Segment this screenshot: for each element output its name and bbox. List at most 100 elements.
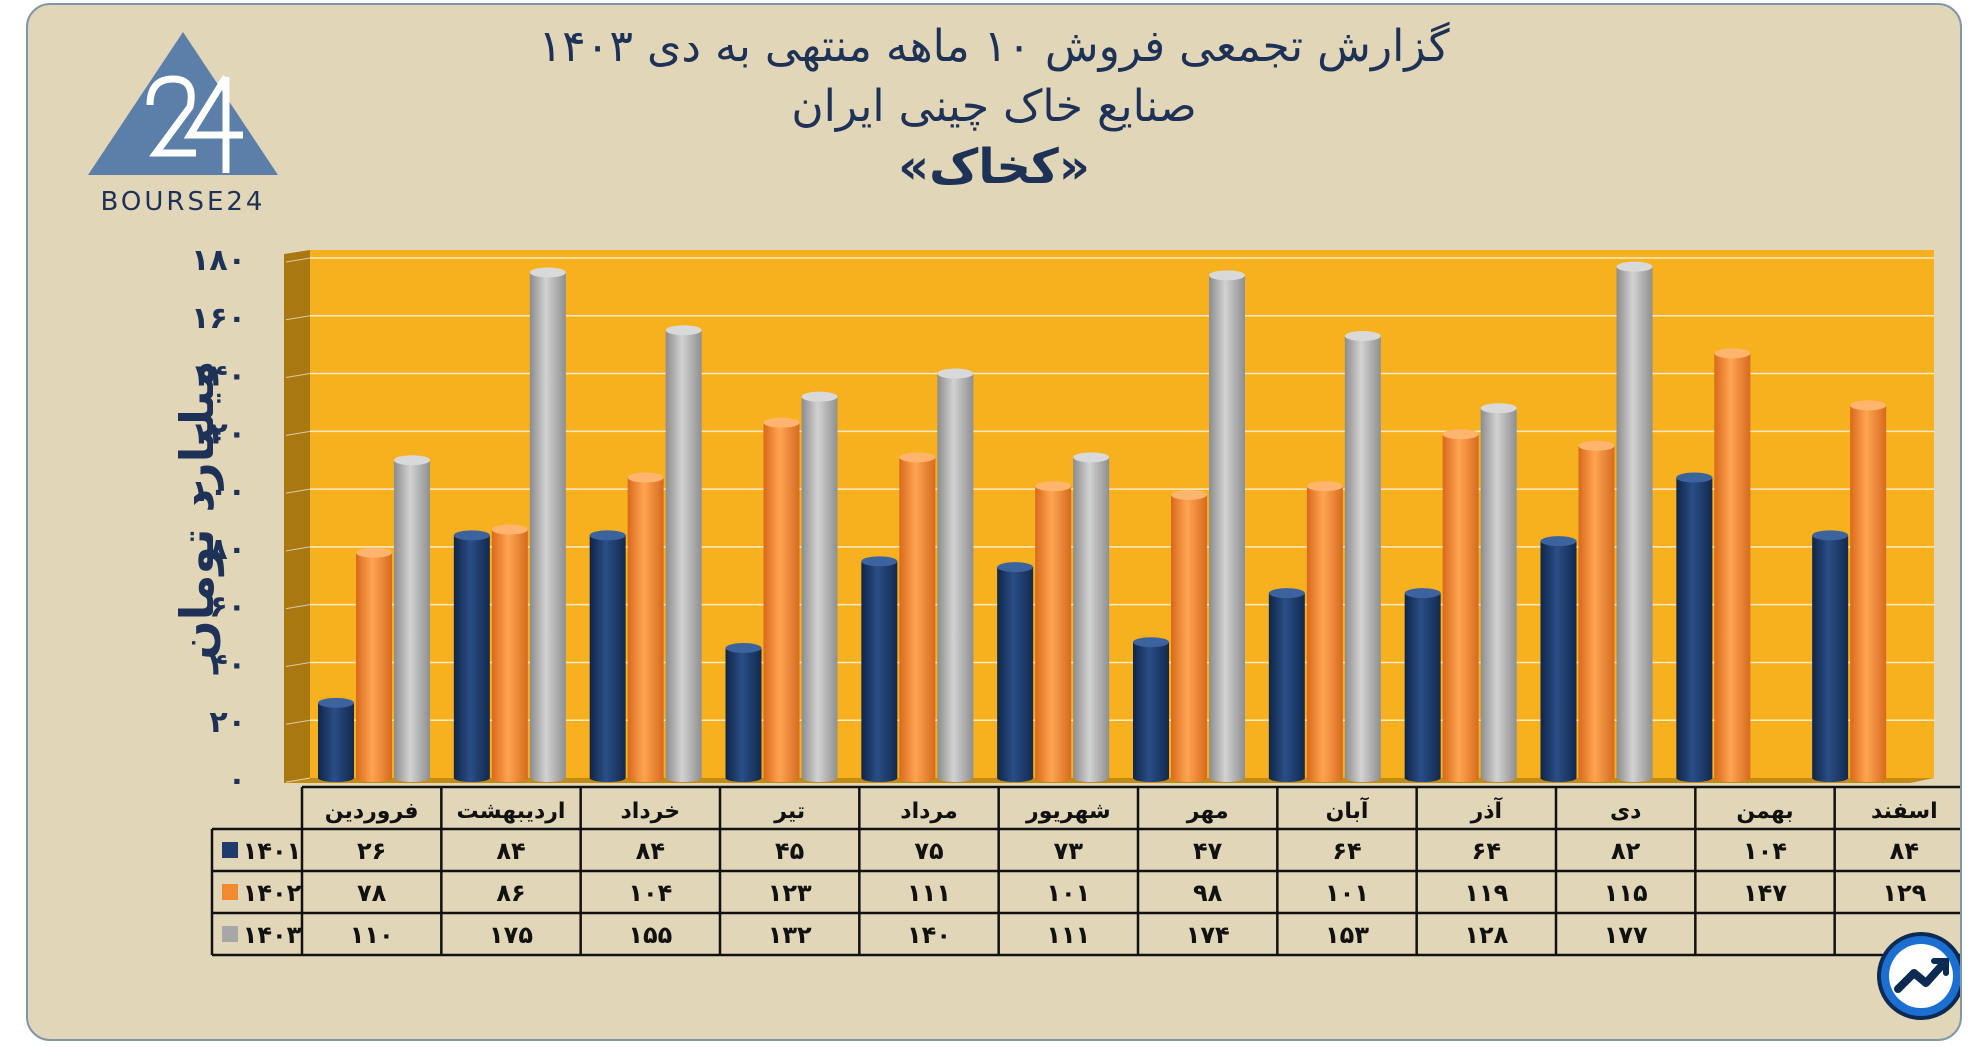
x-tick-label: اردیبهشت	[457, 799, 566, 824]
bar-۱۴۰۲-تیر	[763, 417, 800, 782]
gridline-side	[285, 661, 311, 667]
data-label: ۷۵	[914, 837, 943, 865]
logo-triangle-icon	[88, 32, 278, 175]
data-label: ۱۲۹	[1882, 879, 1926, 907]
x-tick-label: فروردین	[325, 799, 419, 824]
bar-۱۴۰۳-خرداد	[665, 325, 702, 782]
gridline-side	[285, 430, 311, 436]
bar-۱۴۰۱-شهریور	[997, 562, 1034, 782]
title-line-1: گزارش تجمعی فروش ۱۰ ماهه منتهی به دی ۱۴۰…	[538, 21, 1450, 72]
data-label: ۸۴	[496, 837, 525, 865]
data-label: ۱۳۲	[768, 921, 812, 949]
bar-۱۴۰۲-شهریور	[1035, 481, 1072, 782]
title-line-2: صنایع خاک چینی ایران	[791, 81, 1197, 132]
gridline-side	[285, 777, 311, 783]
data-label: ۱۱۹	[1464, 879, 1508, 907]
gridline-side	[285, 546, 311, 552]
data-label: ۶۴	[1332, 837, 1361, 865]
data-label: ۲۶	[357, 837, 386, 865]
bar-۱۴۰۳-مرداد	[937, 368, 974, 782]
data-label: ۸۴	[636, 837, 665, 865]
gridlines	[285, 257, 1934, 783]
data-label: ۷۳	[1054, 837, 1084, 865]
data-label: ۸۲	[1611, 837, 1641, 865]
data-label: ۱۰۱	[1046, 879, 1090, 907]
data-label: ۱۷۵	[489, 921, 533, 949]
data-label: ۱۲۳	[768, 879, 812, 907]
legend-entry: ۱۴۰۲	[243, 879, 302, 907]
trend-chart-icon[interactable]	[1876, 931, 1962, 1021]
x-tick-label: مرداد	[900, 799, 957, 824]
bar-۱۴۰۱-اردیبهشت	[453, 530, 490, 782]
data-label: ۱۷۴	[1186, 921, 1230, 949]
bar-۱۴۰۲-فروردین	[356, 547, 392, 782]
y-tick-label: ۱۰۰	[191, 474, 246, 509]
data-label: ۱۴۰	[907, 921, 951, 949]
bar-۱۴۰۱-دی	[1540, 536, 1577, 782]
x-tick-label: دی	[1610, 799, 1641, 824]
data-label: ۱۵۵	[628, 921, 672, 949]
bar-۱۴۰۳-اردیبهشت	[529, 267, 566, 782]
legend-swatch-۱۴۰۱	[222, 842, 238, 858]
bar-۱۴۰۱-فروردین	[318, 697, 354, 782]
bar-۱۴۰۲-اسفند	[1850, 400, 1887, 782]
x-tick-label: آذر	[1470, 796, 1503, 824]
data-label: ۱۰۴	[1743, 837, 1787, 865]
gridline-side	[285, 488, 311, 494]
bar-۱۴۰۱-تیر	[725, 643, 762, 782]
chart-canvas: ۰ ۲۰ ۴۰ ۶۰ ۸۰ ۱۰۰ ۱۲۰ ۱۴۰ ۱۶۰ ۱۸۰ میلیارد تومان ف…	[170, 243, 1960, 957]
legend-entry: ۱۴۰۱	[243, 837, 302, 865]
y-tick-label: ۸۰	[209, 532, 246, 567]
x-tick-label: اسفند	[1871, 799, 1938, 824]
y-tick-label: ۰	[228, 763, 246, 798]
legend-swatch-۱۴۰۲	[222, 884, 238, 900]
y-tick-label: ۱۸۰	[191, 243, 246, 278]
bar-۱۴۰۱-مهر	[1133, 637, 1169, 782]
legend-entry: ۱۴۰۳	[243, 921, 302, 949]
x-tick-label: مهر	[1186, 799, 1229, 824]
logo-text: BOURSE24	[101, 187, 266, 217]
bar-۱۴۰۱-مرداد	[861, 556, 898, 782]
data-label: ۱۴۷	[1743, 879, 1787, 907]
bar-۱۴۰۱-آبان	[1268, 588, 1305, 782]
chart-card: ۰ ۲۰ ۴۰ ۶۰ ۸۰ ۱۰۰ ۱۲۰ ۱۴۰ ۱۶۰ ۱۸۰ میلیارد تومان ف…	[26, 3, 1962, 1041]
y-tick-label: ۱۲۰	[191, 416, 246, 451]
data-label: ۱۰۴	[628, 879, 672, 907]
bar-۱۴۰۳-تیر	[801, 391, 838, 782]
x-tick-label: بهمن	[1736, 799, 1793, 824]
bar-۱۴۰۳-دی	[1616, 261, 1653, 782]
x-tick-label: شهریور	[1025, 799, 1111, 824]
y-tick-label: ۱۴۰	[191, 359, 246, 394]
data-label: ۶۴	[1472, 837, 1501, 865]
title-line-3: «کخاک»	[898, 139, 1090, 195]
bar-۱۴۰۲-دی	[1578, 440, 1615, 782]
bar-۱۴۰۲-اردیبهشت	[491, 524, 528, 782]
data-label: ۴۵	[775, 837, 804, 865]
bar-۱۴۰۳-فروردین	[394, 455, 430, 782]
data-label: ۴۷	[1193, 837, 1223, 865]
logo-digit-2-icon	[146, 75, 196, 157]
gridline-side	[285, 257, 311, 263]
y-tick-label: ۶۰	[209, 590, 246, 625]
bar-۱۴۰۲-مهر	[1171, 489, 1207, 782]
data-label: ۱۱۵	[1604, 879, 1648, 907]
y-tick-label: ۱۶۰	[191, 301, 246, 336]
data-label: ۱۱۱	[907, 879, 951, 907]
bar-۱۴۰۲-مرداد	[899, 452, 936, 782]
bar-۱۴۰۱-اسفند	[1812, 530, 1849, 782]
y-tick-label: ۲۰	[209, 705, 246, 740]
data-table: فروردین اردیبهشت خرداد تیر مرداد شهریور مهر آبا…	[210, 785, 1960, 957]
legend-swatch-۱۴۰۳	[222, 926, 238, 942]
plot-area	[310, 250, 1934, 778]
gridline-side	[285, 719, 311, 725]
bar-۱۴۰۲-بهمن	[1714, 348, 1751, 782]
logo-digit-4-icon	[183, 75, 243, 173]
y-tick-label: ۴۰	[209, 647, 246, 682]
data-label: ۱۱۱	[1046, 921, 1090, 949]
bar-۱۴۰۱-بهمن	[1676, 472, 1713, 782]
bar-۱۴۰۳-آبان	[1344, 331, 1381, 782]
gridline-side	[285, 373, 311, 379]
y-axis-ticks: ۰ ۲۰ ۴۰ ۶۰ ۸۰ ۱۰۰ ۱۲۰ ۱۴۰ ۱۶۰ ۱۸۰	[191, 243, 246, 798]
data-label: ۸۴	[1890, 837, 1919, 865]
bar-۱۴۰۲-خرداد	[627, 472, 664, 782]
